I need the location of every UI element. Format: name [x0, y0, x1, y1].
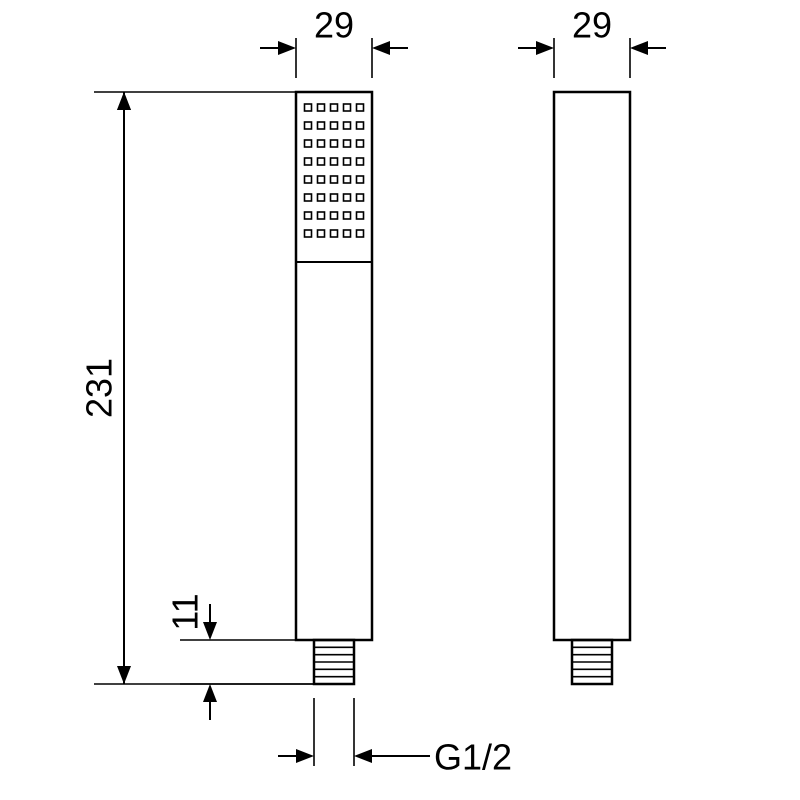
dim-height: 231	[79, 358, 120, 418]
nozzle	[357, 158, 364, 165]
nozzle	[331, 158, 338, 165]
dim-connector: 11	[165, 593, 206, 630]
dim-thread: G1/2	[434, 737, 512, 778]
nozzle	[344, 122, 351, 129]
front-view	[296, 92, 372, 684]
nozzle	[331, 122, 338, 129]
nozzle	[318, 158, 325, 165]
technical-drawing: 29 29 231 11 G1/2	[0, 0, 800, 800]
nozzle	[331, 230, 338, 237]
nozzle	[305, 158, 312, 165]
nozzle	[357, 230, 364, 237]
nozzle	[344, 230, 351, 237]
nozzle	[357, 212, 364, 219]
nozzle	[331, 212, 338, 219]
dim-width2: 29	[572, 5, 612, 46]
nozzle	[305, 194, 312, 201]
nozzle	[331, 176, 338, 183]
nozzle	[318, 194, 325, 201]
nozzle	[318, 176, 325, 183]
nozzle	[357, 104, 364, 111]
nozzle	[331, 194, 338, 201]
nozzle	[344, 194, 351, 201]
nozzle	[318, 212, 325, 219]
nozzle	[331, 104, 338, 111]
nozzle	[305, 104, 312, 111]
nozzle	[357, 176, 364, 183]
side-view	[554, 92, 630, 684]
nozzle	[305, 230, 312, 237]
nozzle	[318, 140, 325, 147]
nozzle	[357, 140, 364, 147]
nozzle	[344, 140, 351, 147]
nozzle	[344, 176, 351, 183]
nozzle	[344, 104, 351, 111]
nozzle	[305, 140, 312, 147]
nozzle	[357, 122, 364, 129]
nozzle	[331, 140, 338, 147]
nozzle	[318, 104, 325, 111]
nozzle	[305, 212, 312, 219]
nozzle	[344, 212, 351, 219]
nozzle	[318, 122, 325, 129]
nozzle	[305, 122, 312, 129]
nozzle	[344, 158, 351, 165]
nozzle	[305, 176, 312, 183]
nozzle	[357, 194, 364, 201]
nozzle	[318, 230, 325, 237]
dim-width1: 29	[314, 5, 354, 46]
